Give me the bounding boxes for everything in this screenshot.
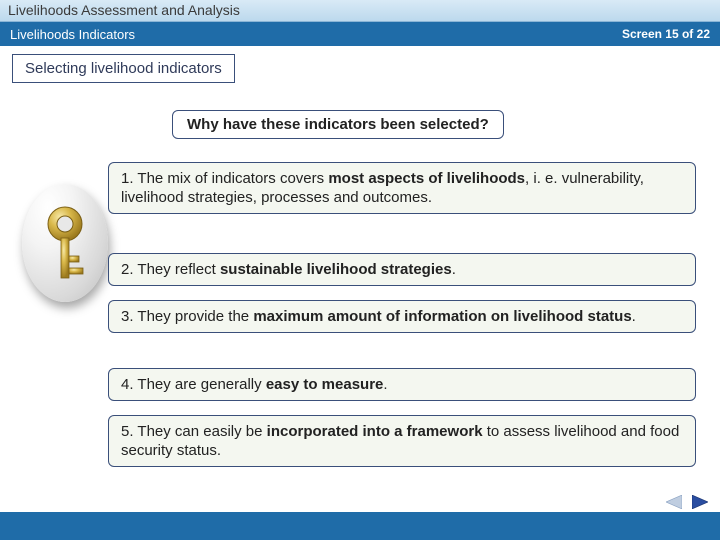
key-graphic — [22, 184, 108, 302]
reason-1: 1. The mix of indicators covers most asp… — [108, 162, 696, 214]
reason-text: 2. They reflect sustainable livelihood s… — [121, 261, 456, 278]
screen-counter: Screen 15 of 22 — [622, 27, 710, 41]
reason-4: 4. They are generally easy to measure. — [108, 368, 696, 401]
question-text: Why have these indicators been selected? — [187, 116, 489, 133]
slide: Livelihoods Assessment and Analysis Live… — [0, 0, 720, 540]
reason-text: 1. The mix of indicators covers most asp… — [121, 170, 644, 206]
triangle-left-icon — [666, 495, 682, 509]
prev-button[interactable] — [664, 494, 684, 510]
triangle-right-icon — [692, 495, 708, 509]
section-tab-label: Selecting livelihood indicators — [25, 60, 222, 77]
nav-controls — [664, 494, 710, 510]
next-button[interactable] — [690, 494, 710, 510]
module-title: Livelihoods Indicators — [10, 27, 135, 42]
reason-text: 4. They are generally easy to measure. — [121, 376, 388, 393]
key-icon — [38, 204, 92, 284]
reason-text: 3. They provide the maximum amount of in… — [121, 308, 636, 325]
reason-5: 5. They can easily be incorporated into … — [108, 415, 696, 467]
module-band: Livelihoods Indicators Screen 15 of 22 — [0, 22, 720, 46]
footer-band — [0, 512, 720, 540]
section-tab: Selecting livelihood indicators — [12, 54, 235, 83]
reason-2: 2. They reflect sustainable livelihood s… — [108, 253, 696, 286]
reason-text: 5. They can easily be incorporated into … — [121, 423, 679, 459]
course-title: Livelihoods Assessment and Analysis — [8, 2, 240, 18]
reason-3: 3. They provide the maximum amount of in… — [108, 300, 696, 333]
course-title-band: Livelihoods Assessment and Analysis — [0, 0, 720, 22]
question-box: Why have these indicators been selected? — [172, 110, 504, 139]
